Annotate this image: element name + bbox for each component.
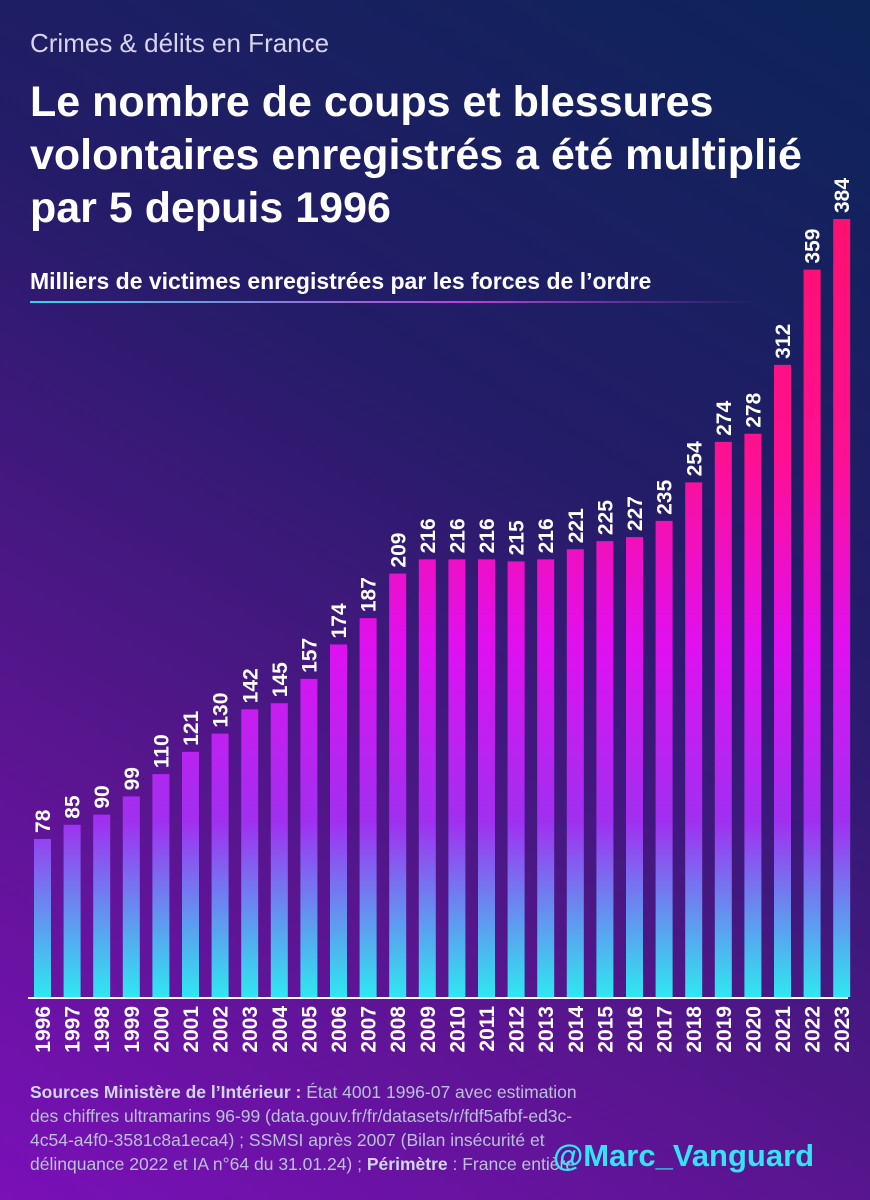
- x-tick-2020: 2020: [742, 1006, 765, 1053]
- x-tick-2008: 2008: [387, 1006, 410, 1053]
- x-tick-2005: 2005: [298, 1006, 321, 1053]
- bar-2020: [744, 433, 762, 998]
- subtitle-underline: [30, 301, 760, 303]
- bar-2004: [270, 703, 288, 997]
- x-tick-2004: 2004: [269, 1006, 292, 1053]
- x-tick-2017: 2017: [654, 1006, 677, 1053]
- x-tick-2000: 2000: [150, 1006, 173, 1053]
- bar-2022: [803, 269, 821, 998]
- bar-2014: [566, 549, 584, 997]
- bar-2005: [300, 678, 318, 997]
- value-label-2001: 121: [180, 710, 203, 745]
- sources-text: État 4001 1996-07 avec estimation des ch…: [30, 1082, 577, 1174]
- bar-2008: [389, 573, 407, 997]
- bar-series: 78 85 90 99 110 121 130 142 145 157 174 187 209 216 21…: [32, 178, 854, 998]
- x-tick-2016: 2016: [624, 1006, 647, 1053]
- x-tick-labels: 1996 1997 1998 1999 2000 2001 2002 2003 2004 2005…: [32, 1006, 854, 1053]
- x-tick-2011: 2011: [476, 1006, 499, 1052]
- bar-2006: [330, 644, 347, 997]
- x-tick-2002: 2002: [210, 1006, 233, 1053]
- author-handle: @Marc_Vanguard: [553, 1138, 815, 1173]
- value-label-1997: 85: [62, 795, 85, 819]
- x-tick-1996: 1996: [32, 1006, 55, 1053]
- bar-2003: [241, 709, 259, 997]
- x-tick-2001: 2001: [180, 1006, 203, 1053]
- x-tick-2014: 2014: [565, 1006, 588, 1053]
- x-tick-2013: 2013: [535, 1006, 558, 1053]
- value-label-2013: 216: [535, 518, 558, 553]
- bar-2023: [833, 219, 851, 997]
- value-label-2000: 110: [150, 734, 173, 768]
- value-label-2002: 130: [210, 693, 233, 728]
- bar-2010: [448, 559, 466, 997]
- value-label-2019: 274: [713, 401, 736, 436]
- bar-1997: [63, 824, 81, 997]
- value-label-2008: 209: [387, 533, 410, 568]
- x-tick-2022: 2022: [802, 1006, 825, 1053]
- value-label-2012: 215: [506, 520, 529, 555]
- value-label-2022: 359: [802, 229, 825, 264]
- value-label-2020: 278: [742, 392, 765, 427]
- bar-2001: [182, 751, 199, 997]
- bar-2007: [359, 618, 377, 997]
- bar-2018: [685, 482, 703, 998]
- x-tick-2023: 2023: [831, 1006, 854, 1053]
- value-label-2010: 216: [446, 518, 469, 553]
- value-label-2015: 225: [594, 500, 617, 535]
- value-label-2009: 216: [417, 518, 440, 553]
- bar-2002: [211, 733, 229, 997]
- value-label-1999: 99: [121, 767, 144, 790]
- value-label-1996: 78: [32, 809, 55, 833]
- x-tick-2021: 2021: [772, 1006, 795, 1053]
- x-tick-2003: 2003: [239, 1006, 262, 1053]
- value-label-2011: 216: [476, 518, 499, 553]
- x-tick-1997: 1997: [62, 1006, 85, 1053]
- x-tick-2010: 2010: [446, 1006, 469, 1053]
- bar-2009: [418, 559, 436, 997]
- x-tick-2007: 2007: [358, 1006, 381, 1053]
- x-tick-2009: 2009: [417, 1006, 440, 1053]
- x-tick-2006: 2006: [328, 1006, 351, 1053]
- value-label-2014: 221: [565, 508, 588, 543]
- scope-text: : France entière: [447, 1154, 576, 1174]
- bar-1998: [93, 814, 111, 997]
- x-tick-1999: 1999: [121, 1006, 144, 1053]
- x-tick-2012: 2012: [506, 1006, 529, 1053]
- bar-2016: [626, 537, 643, 997]
- chart-title: Le nombre de coups et blessures volontai…: [30, 78, 802, 232]
- bar-2012: [507, 561, 525, 997]
- value-label-2018: 254: [683, 441, 706, 476]
- bar-1999: [122, 796, 140, 997]
- bar-2000: [152, 774, 170, 997]
- value-label-2004: 145: [269, 662, 292, 697]
- x-tick-1998: 1998: [91, 1006, 114, 1053]
- value-label-2005: 157: [298, 638, 321, 673]
- value-label-2016: 227: [624, 496, 647, 531]
- sources-footer: Sources Ministère de l’Intérieur : État …: [30, 1080, 590, 1176]
- x-tick-2018: 2018: [683, 1006, 706, 1053]
- bar-2019: [714, 441, 732, 997]
- value-label-2006: 174: [328, 603, 351, 638]
- value-label-2023: 384: [831, 178, 854, 213]
- bar-2015: [596, 541, 614, 997]
- bar-2011: [478, 559, 495, 997]
- kicker-text: Crimes & délits en France: [30, 28, 330, 58]
- bar-1996: [34, 838, 51, 997]
- value-label-2021: 312: [772, 324, 795, 359]
- value-label-2007: 187: [358, 577, 381, 612]
- x-tick-2015: 2015: [594, 1006, 617, 1053]
- scope-label: Périmètre: [366, 1154, 448, 1174]
- bar-2013: [537, 559, 555, 997]
- value-label-2003: 142: [239, 668, 262, 703]
- sources-label: Sources Ministère de l’Intérieur :: [30, 1082, 302, 1102]
- value-label-1998: 90: [91, 785, 114, 808]
- bar-2017: [655, 520, 673, 997]
- value-label-2017: 235: [654, 480, 677, 515]
- chart-subtitle: Milliers de victimes enregistrées par le…: [30, 268, 652, 294]
- bar-2021: [774, 364, 791, 997]
- x-tick-2019: 2019: [713, 1006, 736, 1053]
